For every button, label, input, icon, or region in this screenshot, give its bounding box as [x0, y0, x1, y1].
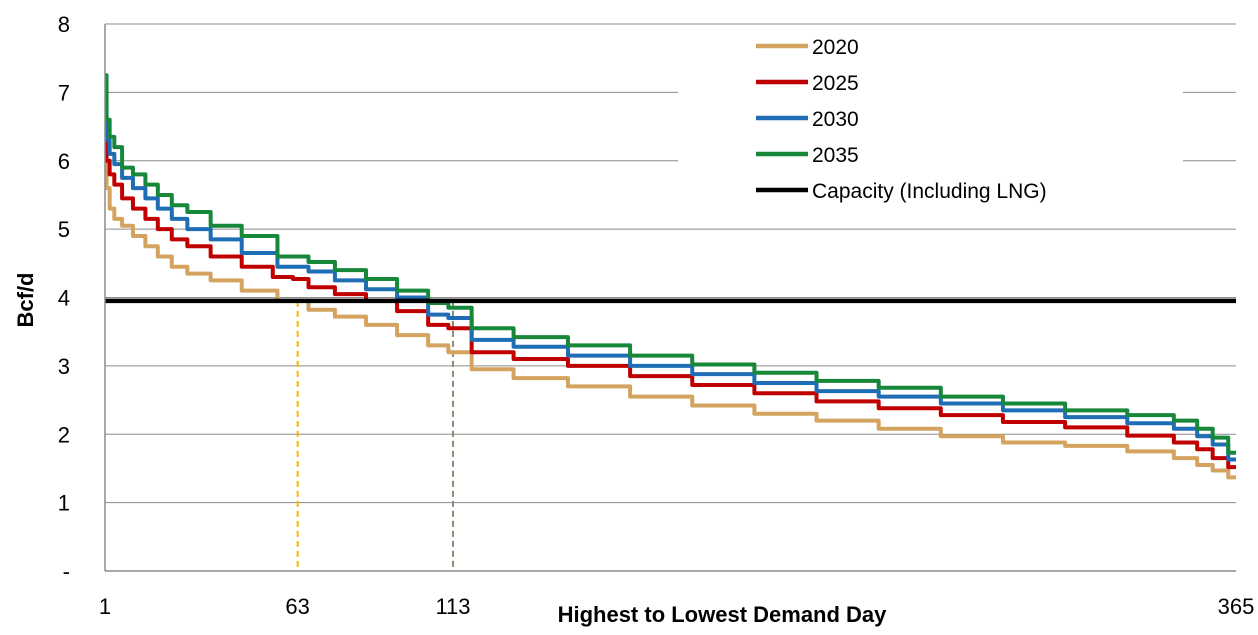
x-tick-label: 113 — [435, 594, 470, 619]
series-lines — [104, 73, 1236, 480]
y-tick-label: 5 — [58, 217, 70, 242]
legend: 2020 2025 2030 2035 Capacity (Including LNG) — [756, 36, 1047, 203]
series-line — [104, 131, 1236, 470]
y-tick-labels: - 1 2 3 4 5 6 7 8 — [58, 12, 70, 584]
reference-lines — [296, 300, 454, 571]
y-tick-label: 6 — [58, 149, 70, 174]
y-tick-label: - — [63, 559, 70, 584]
series-line — [104, 162, 1236, 480]
legend-label: 2030 — [812, 108, 859, 131]
y-tick-label: 7 — [58, 80, 70, 105]
x-axis-title: Highest to Lowest Demand Day — [558, 602, 888, 627]
legend-label: 2020 — [812, 36, 859, 59]
x-tick-label: 1 — [99, 594, 111, 619]
legend-label: 2035 — [812, 144, 859, 167]
y-tick-label: 8 — [58, 12, 70, 37]
x-tick-label: 365 — [1218, 594, 1255, 619]
x-tick-labels: 1 63 113 365 — [99, 594, 1254, 619]
y-tick-label: 3 — [58, 354, 70, 379]
y-tick-label: 1 — [58, 491, 70, 516]
y-tick-label: 2 — [58, 422, 70, 447]
legend-label: 2025 — [812, 72, 859, 95]
legend-label: Capacity (Including LNG) — [812, 180, 1047, 203]
x-tick-label: 63 — [285, 594, 309, 619]
y-axis-title: Bcf/d — [13, 273, 38, 328]
axes — [104, 24, 1236, 572]
y-tick-label: 4 — [58, 286, 70, 311]
